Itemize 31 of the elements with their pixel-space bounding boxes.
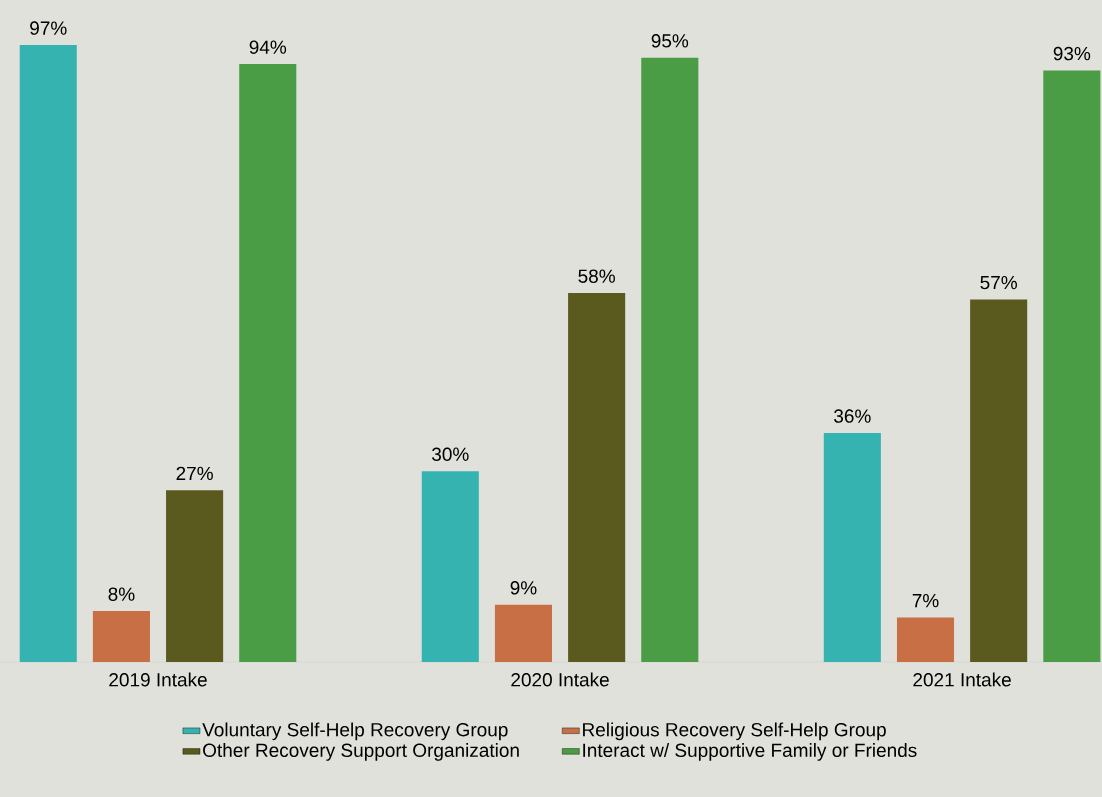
bar	[421, 471, 479, 662]
data-label: 27%	[176, 466, 213, 481]
data-label: 94%	[249, 40, 287, 54]
data-label: 9%	[510, 581, 537, 595]
data-label: 93%	[1053, 46, 1091, 61]
data-label: 8%	[108, 587, 135, 601]
legend-label: Other Recovery Support Organization	[203, 743, 519, 761]
data-label: 36%	[834, 409, 871, 423]
data-label: 7%	[912, 593, 939, 608]
bar	[494, 604, 553, 662]
x-tick-label: 2021 Intake	[913, 672, 1011, 687]
bar	[19, 45, 77, 662]
bar	[896, 617, 955, 662]
data-label: 57%	[980, 275, 1017, 290]
bar	[568, 293, 626, 662]
x-tick-label: 2019 Intake	[109, 672, 207, 687]
data-label: 97%	[30, 21, 67, 35]
legend-label: Interact w/ Supportive Family or Friends	[583, 743, 917, 761]
data-label: 95%	[651, 34, 689, 48]
legend-label: Voluntary Self-Help Recovery Group	[202, 722, 508, 741]
bar	[823, 433, 881, 662]
bar	[239, 64, 297, 662]
x-tick-label: 2020 Intake	[511, 672, 609, 687]
bar	[1043, 70, 1101, 662]
bar	[641, 57, 699, 662]
bar	[166, 490, 224, 662]
bar	[970, 299, 1028, 662]
data-label: 58%	[578, 269, 615, 283]
bar	[92, 611, 150, 662]
data-label: 30%	[432, 447, 469, 461]
legend-label: Religious Recovery Self-Help Group	[583, 722, 886, 741]
